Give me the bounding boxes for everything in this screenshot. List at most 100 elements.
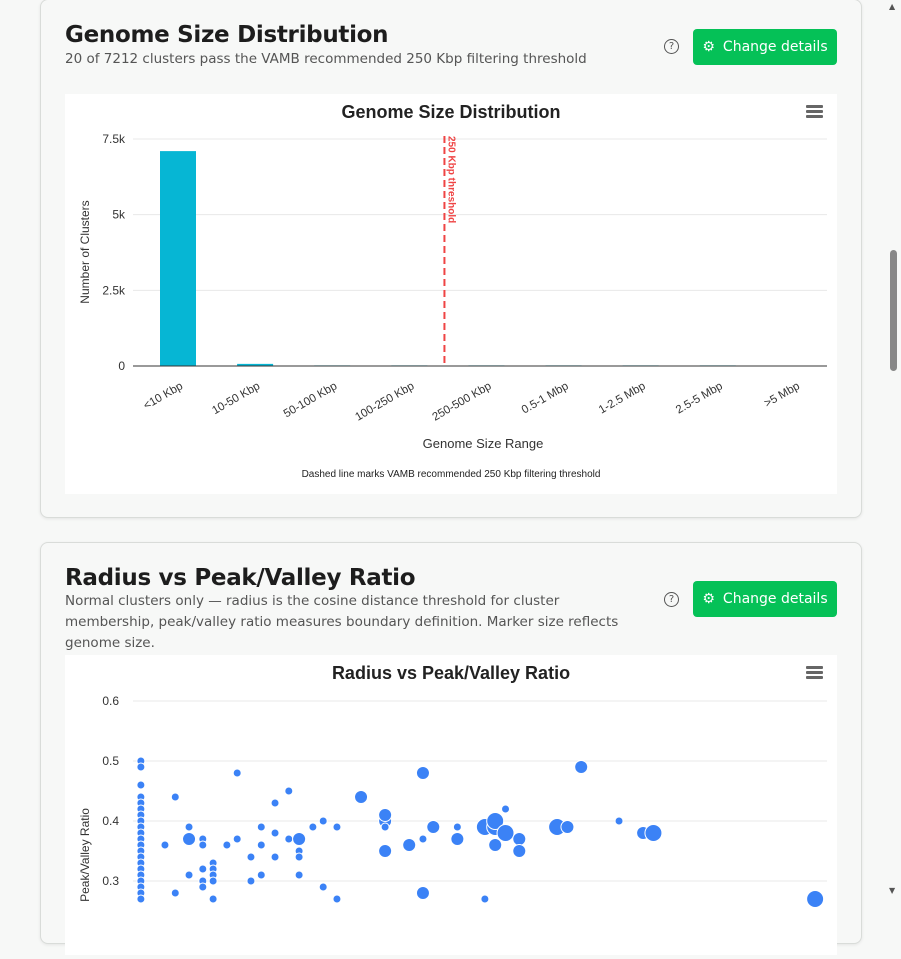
scatter-point bbox=[284, 786, 294, 796]
scatter-point bbox=[222, 840, 232, 850]
bar-0 bbox=[160, 151, 196, 366]
scatter-point bbox=[415, 766, 430, 780]
scatter-point bbox=[644, 824, 663, 842]
scatter-point bbox=[380, 822, 390, 832]
scatter-point bbox=[256, 822, 266, 832]
genome-size-chart: Genome Size Distribution 0 2.5k 5k 7.5k <10 K… bbox=[65, 94, 837, 494]
x-tick-label: 0.5-1 Mbp bbox=[520, 380, 571, 416]
scatter-point bbox=[294, 870, 304, 880]
question-circle-icon[interactable]: ? bbox=[664, 39, 679, 54]
scatter-point bbox=[182, 832, 197, 846]
scatter-point bbox=[501, 804, 511, 814]
scatter-chart: Radius vs Peak/Valley Ratio 0.3 0.4 0.5 0.6 P… bbox=[65, 655, 837, 955]
scatter-point bbox=[184, 822, 194, 832]
threshold-label: 250 Kbp threshold bbox=[445, 136, 456, 223]
x-tick-label: 10-50 Kbp bbox=[210, 380, 262, 417]
y-axis-title: Peak/Valley Ratio bbox=[78, 808, 92, 902]
scatter-point bbox=[170, 888, 180, 898]
y-tick-label: 0.5 bbox=[102, 754, 119, 768]
gear-icon: ⚙ bbox=[702, 591, 715, 607]
scatter-point bbox=[496, 824, 515, 842]
y-tick-label: 2.5k bbox=[102, 283, 126, 297]
scatter-point bbox=[136, 780, 146, 790]
scatter-point bbox=[246, 852, 256, 862]
radius-ratio-card: Radius vs Peak/Valley Ratio Normal clust… bbox=[40, 542, 862, 955]
chart-caption: Dashed line marks VAMB recommended 250 K… bbox=[302, 469, 601, 480]
scatter-point bbox=[256, 870, 266, 880]
card-subtitle: Normal clusters only — radius is the cos… bbox=[65, 593, 619, 651]
button-label: Change details bbox=[722, 39, 828, 55]
scatter-point bbox=[512, 844, 527, 858]
scatter-point bbox=[198, 840, 208, 850]
x-tick-label: 50-100 Kbp bbox=[282, 380, 340, 420]
scatter-point bbox=[292, 832, 307, 846]
scatter-point bbox=[198, 864, 208, 874]
card-title: Genome Size Distribution bbox=[65, 22, 389, 48]
scatter-point bbox=[270, 798, 280, 808]
scatter-point bbox=[198, 882, 208, 892]
scatter-point bbox=[378, 808, 393, 822]
x-tick-label: 100-250 Kbp bbox=[353, 380, 416, 423]
chart-menu-icon[interactable] bbox=[806, 105, 823, 120]
scatter-point bbox=[560, 820, 575, 834]
scatter-point bbox=[415, 886, 430, 900]
scatter-point bbox=[418, 834, 428, 844]
y-tick-label: 5k bbox=[112, 208, 126, 222]
button-label: Change details bbox=[722, 591, 828, 607]
card-subtitle: 20 of 7212 clusters pass the VAMB recomm… bbox=[65, 51, 587, 67]
scatter-point bbox=[332, 822, 342, 832]
scatter-point bbox=[294, 852, 304, 862]
y-tick-label: 0.4 bbox=[102, 814, 119, 828]
x-tick-label: >5 Mbp bbox=[762, 380, 802, 410]
scatter-point bbox=[806, 890, 825, 908]
scatter-point bbox=[452, 822, 462, 832]
change-details-button[interactable]: ⚙ Change details bbox=[693, 581, 837, 617]
scatter-point bbox=[184, 870, 194, 880]
scatter-point bbox=[574, 760, 589, 774]
x-tick-label: <10 Kbp bbox=[142, 380, 185, 412]
x-tick-label: 2.5-5 Mbp bbox=[674, 380, 725, 416]
scatter-point bbox=[232, 768, 242, 778]
scatter-point bbox=[170, 792, 180, 802]
scatter-point bbox=[160, 840, 170, 850]
card-title: Radius vs Peak/Valley Ratio bbox=[65, 565, 416, 591]
scatter-point bbox=[318, 882, 328, 892]
bar-1 bbox=[237, 363, 274, 366]
genome-size-card: Genome Size Distribution 20 of 7212 clus… bbox=[40, 0, 862, 518]
scatter-point bbox=[208, 876, 218, 886]
scrollbar[interactable]: ▲ ▼ bbox=[887, 0, 899, 902]
chart-title: Radius vs Peak/Valley Ratio bbox=[332, 663, 570, 683]
scatter-point bbox=[402, 838, 417, 852]
chart-title: Genome Size Distribution bbox=[341, 102, 560, 122]
scatter-point bbox=[256, 840, 266, 850]
chart-menu-icon[interactable] bbox=[806, 666, 823, 681]
scatter-point bbox=[284, 834, 294, 844]
y-axis-title: Number of Clusters bbox=[78, 200, 92, 303]
scroll-up-icon[interactable]: ▲ bbox=[889, 2, 896, 11]
scatter-point bbox=[512, 832, 527, 846]
y-tick-label: 0 bbox=[118, 359, 125, 373]
gear-icon: ⚙ bbox=[702, 39, 715, 55]
scatter-point bbox=[136, 762, 146, 772]
scrollbar-thumb[interactable] bbox=[890, 250, 897, 371]
scatter-point bbox=[232, 834, 242, 844]
scatter-point bbox=[318, 816, 328, 826]
x-axis-title: Genome Size Range bbox=[423, 436, 544, 451]
scatter-point bbox=[308, 822, 318, 832]
question-circle-icon[interactable]: ? bbox=[664, 592, 679, 607]
scatter-point bbox=[270, 828, 280, 838]
scatter-point bbox=[488, 838, 503, 852]
scatter-chart-svg: Radius vs Peak/Valley Ratio 0.3 0.4 0.5 0.6 P… bbox=[78, 663, 827, 908]
scatter-point bbox=[486, 812, 505, 830]
y-tick-label: 7.5k bbox=[102, 132, 126, 146]
scatter-point bbox=[426, 820, 441, 834]
scatter-point bbox=[246, 876, 256, 886]
scatter-point bbox=[450, 832, 465, 846]
y-tick-label: 0.6 bbox=[102, 694, 119, 708]
change-details-button[interactable]: ⚙ Change details bbox=[693, 29, 837, 65]
scatter-point bbox=[354, 790, 369, 804]
scroll-down-icon[interactable]: ▼ bbox=[889, 886, 896, 895]
x-tick-label: 250-500 Kbp bbox=[430, 380, 493, 423]
scatter-point bbox=[378, 844, 393, 858]
y-tick-label: 0.3 bbox=[102, 874, 119, 888]
